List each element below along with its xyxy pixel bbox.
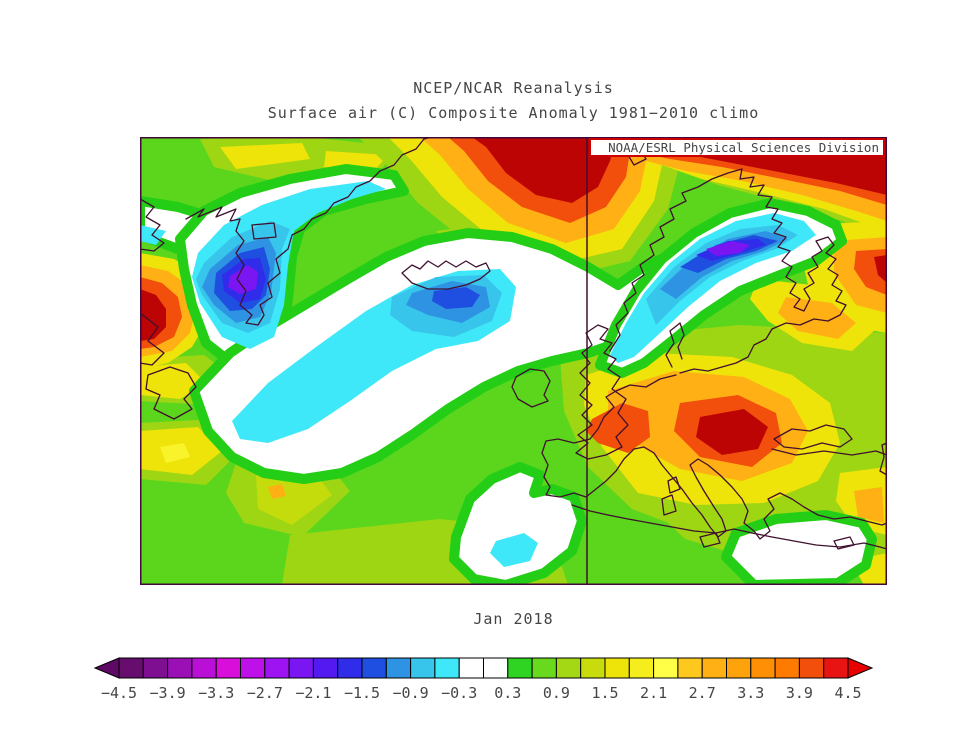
europe-warm-blob bbox=[584, 353, 840, 505]
denmark-coastline bbox=[665, 322, 685, 368]
bright-yellow-spot bbox=[160, 443, 190, 463]
colorbar-tick-label: 4.5 bbox=[834, 684, 861, 702]
colorbar-tick-label: −2.7 bbox=[247, 684, 283, 702]
colorbar-cell bbox=[531, 657, 557, 679]
colorbar-tick-label: −0.9 bbox=[393, 684, 429, 702]
coastlines bbox=[140, 137, 887, 550]
colorbar-cell bbox=[628, 657, 655, 679]
colorbar-cell bbox=[483, 657, 509, 679]
iceland-coastline bbox=[401, 260, 491, 290]
greenland-cold-core bbox=[192, 181, 386, 349]
black-sea-coastline bbox=[771, 424, 887, 456]
small-orange-spot bbox=[268, 484, 286, 499]
colorbar-cell bbox=[774, 657, 800, 679]
colorbar-cell bbox=[312, 657, 339, 679]
colorbar-cell bbox=[823, 657, 849, 679]
cyprus-coastline bbox=[833, 536, 855, 550]
canada-coastline bbox=[140, 198, 165, 366]
colorbar-tick-label: −2.1 bbox=[295, 684, 331, 702]
colorbar-labels: −4.5 −3.9 −3.3 −2.7 −2.1 −1.5 −0.9 −0.3 … bbox=[101, 684, 862, 702]
page-subtitle: Surface air (C) Composite Anomaly 1981−2… bbox=[267, 104, 760, 122]
colorbar-cell bbox=[215, 657, 241, 679]
scandinavia-cold-core bbox=[610, 213, 816, 363]
mediterranean-islands-coastline bbox=[661, 476, 721, 548]
colorbar-tick-label: 3.3 bbox=[737, 684, 764, 702]
credit-box: NOAA/ESRL Physical Sciences Division bbox=[589, 138, 885, 157]
colorbar-cell bbox=[701, 657, 728, 679]
colorbar-cell bbox=[288, 657, 314, 679]
colorbar-cell bbox=[410, 657, 436, 679]
colorbar-tick-label: −3.9 bbox=[150, 684, 186, 702]
colorbar-tick-label: 0.9 bbox=[543, 684, 570, 702]
baltic-warm-streak bbox=[750, 279, 876, 351]
colorbar-cell bbox=[264, 657, 290, 679]
newfoundland-coastline bbox=[145, 366, 197, 420]
colorbar-cell bbox=[677, 657, 703, 679]
colorbar-arrow-right bbox=[847, 657, 874, 679]
colorbar-cell bbox=[580, 657, 606, 679]
colorbar-cell bbox=[434, 657, 460, 679]
britain-coastline bbox=[575, 324, 629, 460]
europe-coastline bbox=[541, 374, 887, 540]
credit-text: NOAA/ESRL Physical Sciences Division bbox=[608, 140, 879, 155]
colorbar-cell bbox=[167, 657, 193, 679]
colorbar-cell bbox=[240, 657, 266, 679]
colorbar-cell bbox=[191, 657, 217, 679]
colorbar-cell bbox=[142, 657, 169, 679]
colorbar-arrow-left bbox=[93, 657, 120, 679]
colorbar-cells bbox=[118, 657, 849, 679]
mideast-orange-spot bbox=[854, 487, 884, 523]
colorbar-tick-label: 2.1 bbox=[640, 684, 667, 702]
africa-coastline bbox=[571, 504, 887, 550]
anomaly-map: NOAA/ESRL Physical Sciences Division bbox=[140, 137, 887, 585]
pale-yellow-patch bbox=[256, 471, 332, 525]
page-title: NCEP/NCAR Reanalysis bbox=[413, 79, 614, 97]
colorbar-cell bbox=[337, 657, 363, 679]
colorbar-cell bbox=[507, 657, 533, 679]
scandinavia-coastline bbox=[609, 168, 847, 374]
colorbar-tick-label: 2.7 bbox=[689, 684, 716, 702]
map-border bbox=[140, 137, 887, 585]
colorbar-cell bbox=[798, 657, 825, 679]
colorbar-tick-label: 1.5 bbox=[591, 684, 618, 702]
colorbar-cell bbox=[118, 657, 144, 679]
greenland-coastline bbox=[185, 137, 433, 326]
labrador-warm-blob bbox=[140, 253, 210, 369]
colorbar: −4.5 −3.9 −3.3 −2.7 −2.1 −1.5 −0.9 −0.3 … bbox=[93, 657, 874, 702]
colorbar-cell bbox=[726, 657, 752, 679]
colorbar-cell bbox=[361, 657, 387, 679]
colorbar-cell bbox=[385, 657, 412, 679]
ireland-coastline bbox=[511, 368, 551, 408]
colorbar-cell bbox=[653, 657, 679, 679]
atlantic-cold-pool bbox=[232, 269, 516, 443]
map-canvas bbox=[140, 137, 887, 585]
date-caption: Jan 2018 bbox=[473, 610, 554, 628]
colorbar-cell bbox=[555, 657, 582, 679]
colorbar-tick-label: −1.5 bbox=[344, 684, 380, 702]
colorbar-tick-label: 0.3 bbox=[494, 684, 521, 702]
colorbar-tick-label: −3.3 bbox=[198, 684, 234, 702]
colorbar-cell bbox=[604, 657, 630, 679]
colorbar-tick-label: 3.9 bbox=[786, 684, 813, 702]
colorbar-tick-label: −0.3 bbox=[441, 684, 477, 702]
colorbar-cell bbox=[458, 657, 485, 679]
colorbar-cell bbox=[750, 657, 776, 679]
colorbar-tick-label: −4.5 bbox=[101, 684, 137, 702]
